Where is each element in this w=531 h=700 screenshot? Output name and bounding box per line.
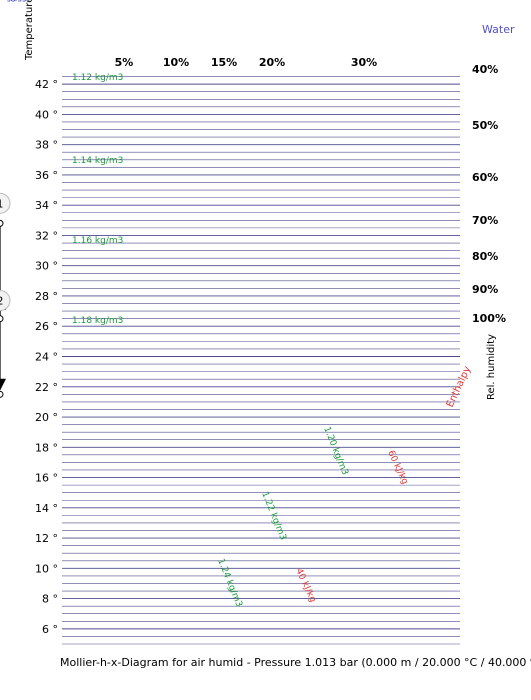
rh-label-right: 80%	[472, 250, 498, 263]
y-tick-label: 14 °	[35, 502, 58, 515]
state-marker	[0, 219, 4, 227]
y-tick-label: 8 °	[42, 593, 58, 606]
rh-label-right: 40%	[472, 63, 498, 76]
x-tick-label: 16 g/kg	[0, 0, 26, 2]
x-tick-label: 14 g/kg	[0, 0, 26, 2]
y-axis-label: Temperature	[24, 0, 35, 61]
rh-label-right: 100%	[472, 312, 506, 325]
y-tick-label: 10 °	[35, 562, 58, 575]
x-tick-label: 20 g/kg	[0, 0, 26, 2]
x-tick-label: 2 g/kg	[0, 0, 22, 2]
y-tick-label: 40 °	[35, 108, 58, 121]
y-tick-label: 36 °	[35, 169, 58, 182]
y-tick-label: 34 °	[35, 199, 58, 212]
y-tick-label: 22 °	[35, 381, 58, 394]
rel-humidity-label: Rel. humidity	[486, 334, 497, 400]
overlay-layer: 12	[0, 192, 11, 398]
water-label: Water	[482, 23, 515, 36]
rh-label-right: 50%	[472, 119, 498, 132]
y-tick-label: 32 °	[35, 229, 58, 242]
y-tick-label: 18 °	[35, 441, 58, 454]
x-tick-label: 4 g/kg	[0, 0, 22, 2]
x-tick-label: 10 g/kg	[0, 0, 26, 2]
y-tick-label: 38 °	[35, 139, 58, 152]
chart-caption: Mollier-h-x-Diagram for air humid - Pres…	[60, 656, 531, 669]
state-point-label: 1	[0, 197, 4, 210]
x-tick-label: 8 g/kg	[0, 0, 22, 2]
density-label: 1.24 kg/m3	[215, 557, 244, 608]
density-label: 1.18 kg/m3	[72, 316, 123, 326]
y-tick-label: 26 °	[35, 320, 58, 333]
grid-layer	[62, 76, 460, 645]
y-tick-label: 28 °	[35, 290, 58, 303]
x-tick-label: 12 g/kg	[0, 0, 26, 2]
density-label: 1.16 kg/m3	[72, 236, 123, 246]
rh-label-right: 60%	[472, 171, 498, 184]
y-tick-label: 12 °	[35, 532, 58, 545]
y-tick-label: 24 °	[35, 351, 58, 364]
y-tick-label: 16 °	[35, 472, 58, 485]
rh-label-top: 15%	[211, 56, 237, 69]
y-tick-label: 6 °	[42, 623, 58, 636]
rh-label-top: 10%	[163, 56, 189, 69]
rh-label-top: 5%	[115, 56, 134, 69]
state-point-bubble	[0, 290, 11, 312]
state-marker	[0, 390, 4, 398]
density-label: 1.12 kg/m3	[72, 73, 123, 83]
state-marker	[0, 315, 4, 323]
x-tick-label: 6 g/kg	[0, 0, 22, 2]
y-tick-label: 42 °	[35, 78, 58, 91]
state-point-bubble	[0, 192, 11, 214]
rh-label-top: 30%	[351, 56, 377, 69]
density-label: 1.22 kg/m3	[259, 490, 288, 541]
state-point-label: 2	[0, 295, 4, 308]
density-label: 1.14 kg/m3	[72, 156, 123, 166]
labels-layer: 6 °8 °10 °12 °14 °16 °18 °20 °22 °24 °26…	[0, 0, 506, 636]
rh-label-right: 70%	[472, 214, 498, 227]
density-label: 1.20 kg/m3	[321, 425, 350, 476]
y-tick-label: 20 °	[35, 411, 58, 424]
x-tick-label: 18 g/kg	[0, 0, 26, 2]
rh-label-top: 20%	[259, 56, 285, 69]
y-tick-label: 30 °	[35, 260, 58, 273]
rh-label-right: 90%	[472, 283, 498, 296]
x-tick-label: 0 g/kg	[0, 0, 22, 2]
